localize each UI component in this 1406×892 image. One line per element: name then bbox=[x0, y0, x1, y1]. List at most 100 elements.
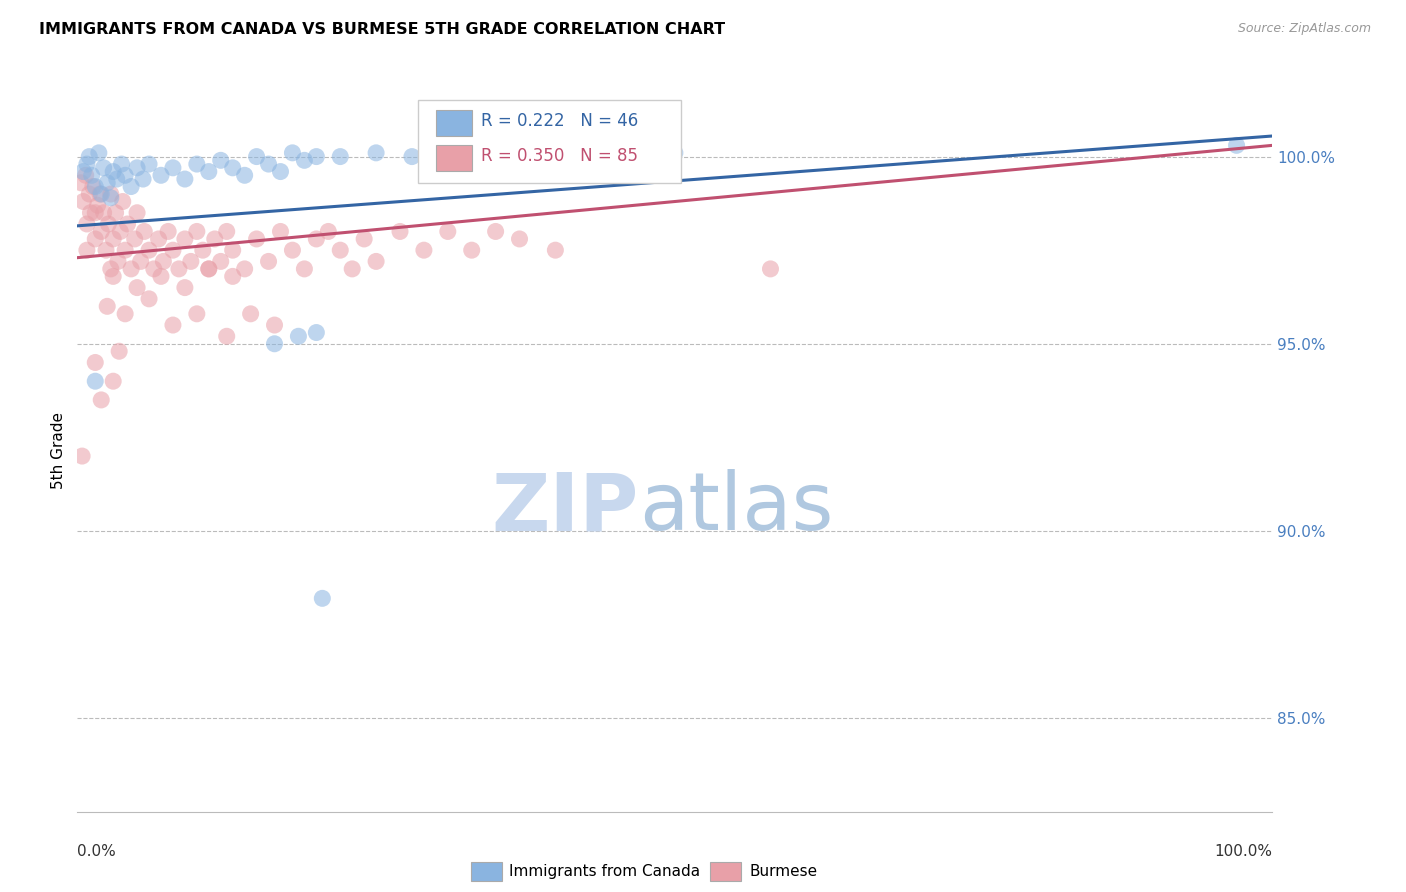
Point bbox=[124, 232, 146, 246]
Point bbox=[72, 194, 94, 209]
Point bbox=[76, 157, 98, 171]
Point bbox=[413, 243, 436, 257]
Point bbox=[215, 329, 238, 343]
Point bbox=[79, 150, 101, 164]
Point bbox=[162, 243, 184, 257]
Point bbox=[79, 205, 101, 219]
Point bbox=[215, 224, 238, 238]
Point bbox=[233, 169, 256, 183]
Point bbox=[97, 217, 120, 231]
Point bbox=[84, 205, 107, 219]
Point bbox=[318, 224, 340, 238]
Point bbox=[107, 254, 129, 268]
Text: Immigrants from Canada: Immigrants from Canada bbox=[509, 864, 700, 879]
Point bbox=[103, 269, 124, 284]
Point bbox=[759, 261, 782, 276]
Point bbox=[90, 187, 112, 202]
Point bbox=[96, 176, 118, 190]
Point bbox=[180, 254, 202, 268]
Point bbox=[104, 205, 127, 219]
Point bbox=[120, 261, 142, 276]
Point bbox=[142, 261, 165, 276]
Point bbox=[110, 157, 132, 171]
Point bbox=[79, 187, 101, 202]
Point bbox=[222, 243, 245, 257]
Point bbox=[353, 232, 375, 246]
Point bbox=[186, 224, 208, 238]
Text: 100.0%: 100.0% bbox=[1215, 844, 1272, 859]
Point bbox=[134, 224, 156, 238]
Point bbox=[294, 261, 316, 276]
Text: IMMIGRANTS FROM CANADA VS BURMESE 5TH GRADE CORRELATION CHART: IMMIGRANTS FROM CANADA VS BURMESE 5TH GR… bbox=[39, 22, 725, 37]
Point bbox=[72, 164, 94, 178]
Point bbox=[117, 217, 139, 231]
Point bbox=[366, 254, 388, 268]
Point bbox=[388, 224, 412, 238]
Point bbox=[485, 150, 508, 164]
Point bbox=[162, 318, 184, 332]
Point bbox=[127, 205, 149, 219]
Point bbox=[209, 254, 232, 268]
Point bbox=[246, 150, 269, 164]
Point bbox=[197, 164, 219, 178]
Point bbox=[70, 449, 93, 463]
Point bbox=[209, 153, 232, 168]
Point bbox=[114, 169, 136, 183]
Point bbox=[103, 232, 124, 246]
Point bbox=[186, 157, 208, 171]
Point bbox=[84, 232, 107, 246]
Point bbox=[305, 150, 328, 164]
Point bbox=[111, 194, 134, 209]
Point bbox=[311, 591, 333, 606]
Point bbox=[239, 307, 262, 321]
Point bbox=[96, 299, 118, 313]
Point bbox=[186, 307, 208, 321]
Point bbox=[191, 243, 214, 257]
Point bbox=[90, 392, 112, 407]
Point bbox=[120, 179, 142, 194]
Point bbox=[90, 224, 112, 238]
Point bbox=[174, 172, 197, 186]
Point bbox=[152, 254, 174, 268]
Point bbox=[150, 169, 173, 183]
Point bbox=[148, 232, 170, 246]
Point bbox=[281, 243, 304, 257]
Point bbox=[294, 153, 316, 168]
Point bbox=[103, 374, 124, 388]
Point bbox=[110, 224, 132, 238]
Point bbox=[87, 145, 110, 160]
Point bbox=[305, 326, 328, 340]
Point bbox=[233, 261, 256, 276]
Point bbox=[342, 261, 364, 276]
Point bbox=[222, 161, 245, 175]
Point bbox=[150, 269, 173, 284]
Point bbox=[138, 292, 160, 306]
Text: Source: ZipAtlas.com: Source: ZipAtlas.com bbox=[1237, 22, 1371, 36]
Point bbox=[84, 179, 107, 194]
Point bbox=[257, 157, 280, 171]
Point bbox=[544, 145, 567, 160]
Point bbox=[132, 172, 155, 186]
Point bbox=[114, 243, 136, 257]
Point bbox=[281, 145, 304, 160]
Point bbox=[94, 243, 117, 257]
Point bbox=[127, 280, 149, 294]
Point bbox=[162, 161, 184, 175]
Y-axis label: 5th Grade: 5th Grade bbox=[51, 412, 66, 489]
Point bbox=[329, 150, 352, 164]
Point bbox=[82, 179, 104, 194]
Text: Burmese: Burmese bbox=[749, 864, 817, 879]
Point bbox=[222, 269, 245, 284]
Text: R = 0.222   N = 46: R = 0.222 N = 46 bbox=[481, 112, 638, 130]
Text: atlas: atlas bbox=[640, 469, 834, 548]
Point bbox=[103, 164, 124, 178]
Point bbox=[138, 157, 160, 171]
Point bbox=[485, 224, 508, 238]
Point bbox=[270, 224, 292, 238]
Text: R = 0.350   N = 85: R = 0.350 N = 85 bbox=[481, 147, 638, 165]
Point bbox=[263, 336, 285, 351]
Point bbox=[105, 172, 128, 186]
Point bbox=[425, 145, 447, 160]
Point bbox=[100, 191, 122, 205]
Point bbox=[76, 243, 98, 257]
